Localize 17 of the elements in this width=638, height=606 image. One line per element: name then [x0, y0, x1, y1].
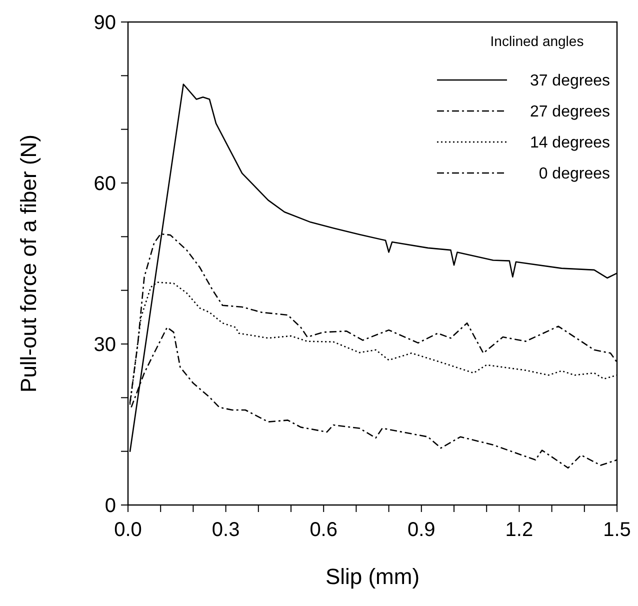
x-tick-label: 0.3	[212, 519, 240, 541]
y-tick-label: 30	[94, 334, 116, 356]
y-axis-title: Pull-out force of a fiber (N)	[16, 134, 41, 392]
x-tick-label: 1.2	[505, 519, 534, 541]
x-tick-label: 1.5	[603, 519, 631, 541]
y-tick-label: 0	[104, 495, 116, 517]
x-axis-title: Slip (mm)	[325, 564, 420, 589]
y-tick-label: 60	[94, 173, 116, 195]
legend-label: 14 degrees	[530, 134, 610, 152]
legend-title: Inclined angles	[490, 33, 584, 49]
y-tick-label: 90	[94, 12, 116, 34]
legend-label: 37 degrees	[530, 72, 610, 90]
x-tick-label: 0.6	[310, 519, 338, 541]
legend-label: 0 degrees	[538, 166, 610, 183]
x-tick-label: 0.0	[114, 519, 142, 541]
x-tick-label: 0.9	[407, 519, 436, 541]
legend-label: 27 degrees	[530, 104, 610, 121]
